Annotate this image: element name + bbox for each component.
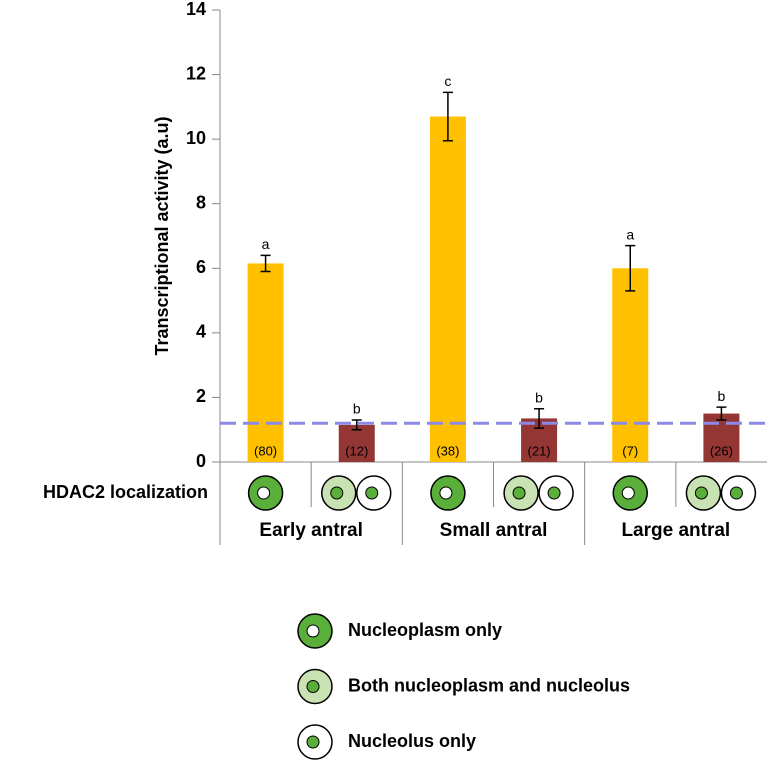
group-label: Large antral (621, 520, 730, 541)
y-tick-label: 10 (186, 128, 206, 148)
nucleolus-icon (621, 486, 635, 500)
legend-label: Both nucleoplasm and nucleolus (348, 675, 630, 695)
y-tick-label: 12 (186, 63, 206, 83)
significance-letter: b (718, 388, 726, 404)
nucleolus-icon (512, 486, 526, 500)
error-bar (625, 244, 636, 292)
nucleolus-icon (306, 680, 320, 693)
y-tick-label: 6 (196, 257, 206, 277)
y-tick-label: 4 (196, 322, 206, 342)
y-tick-label: 0 (196, 451, 206, 471)
legend-label: Nucleoplasm only (348, 620, 502, 640)
y-tick-label: 14 (186, 0, 206, 19)
significance-letter: a (262, 236, 270, 252)
nucleolus-icon (306, 624, 320, 638)
n-label: (21) (528, 443, 551, 458)
error-bar (716, 406, 727, 421)
row-label: HDAC2 localization (43, 482, 208, 502)
n-label: (26) (710, 443, 733, 458)
nucleolus-icon (729, 486, 743, 500)
significance-letter: b (535, 389, 543, 405)
n-label: (80) (254, 443, 277, 458)
y-tick-label: 2 (196, 386, 206, 406)
nucleolus-icon (439, 486, 453, 500)
bar (612, 268, 649, 462)
bar (338, 424, 375, 462)
n-label: (12) (345, 443, 368, 458)
significance-letter: a (626, 226, 634, 242)
error-bar (260, 254, 271, 273)
nucleolus-icon (365, 486, 379, 500)
bar (247, 263, 284, 462)
group-label: Early antral (259, 520, 363, 541)
bar (429, 116, 466, 463)
y-axis-label: Transcriptional activity (a.u) (152, 116, 172, 355)
bar (703, 413, 740, 462)
error-bar (534, 407, 545, 429)
y-tick-label: 8 (196, 192, 206, 212)
nucleolus-icon (306, 735, 320, 749)
error-bar (351, 419, 362, 431)
nucleolus-icon (257, 486, 271, 500)
n-label: (38) (436, 443, 459, 458)
n-label: (7) (622, 443, 638, 458)
group-label: Small antral (440, 520, 548, 541)
significance-letter: c (444, 73, 451, 89)
nucleolus-icon (694, 486, 708, 500)
significance-letter: b (353, 401, 361, 417)
nucleolus-icon (547, 486, 561, 500)
error-bar (442, 91, 453, 142)
nucleolus-icon (330, 486, 344, 500)
legend-label: Nucleolus only (348, 731, 476, 751)
